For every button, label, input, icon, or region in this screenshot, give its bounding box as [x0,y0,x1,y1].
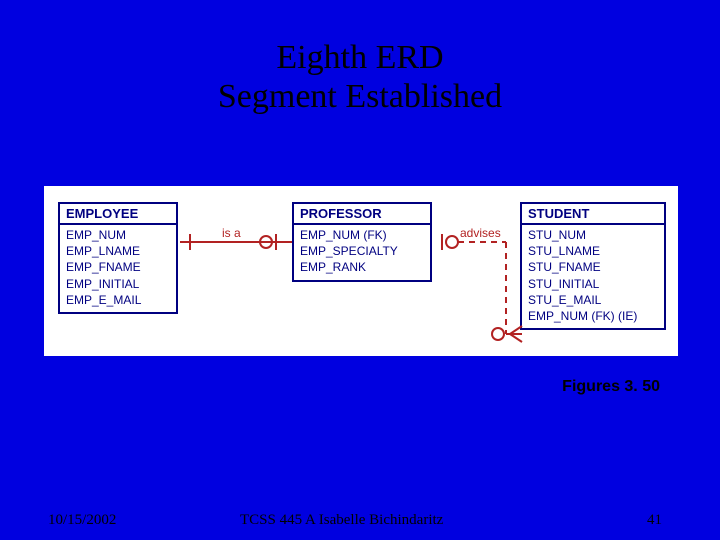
erd-connectors [44,186,678,356]
erd-panel: EMPLOYEE EMP_NUM EMP_LNAME EMP_FNAME EMP… [44,186,678,356]
slide-title: Eighth ERD Segment Established [0,0,720,116]
rel-advises [442,234,522,342]
footer-page-number: 41 [647,512,662,529]
rel-label-is-a: is a [222,226,241,240]
footer-date: 10/15/2002 [48,512,116,529]
footer-course: TCSS 445 A Isabelle Bichindaritz [240,512,443,529]
figure-caption: Figures 3. 50 [562,378,660,396]
rel-label-advises: advises [460,226,501,240]
